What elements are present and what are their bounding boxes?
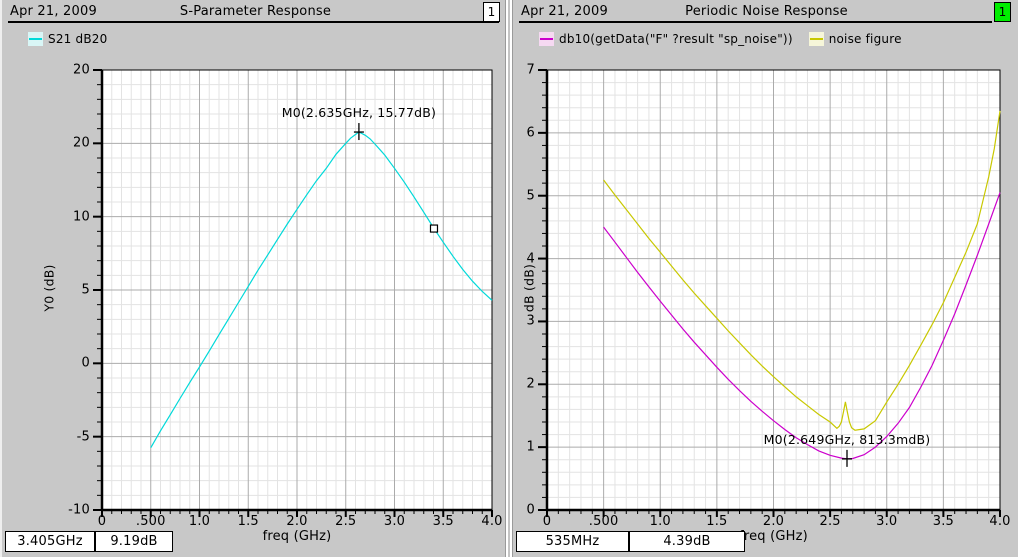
x-axis-title: freq (GHz) bbox=[262, 529, 332, 544]
x-tick-label: 0 bbox=[97, 514, 107, 529]
x-tick-label: 3.5 bbox=[432, 514, 454, 529]
page-title: Periodic Noise Response bbox=[685, 4, 848, 19]
y-tick-label: 0 bbox=[81, 355, 90, 371]
x-tick-label: 2.5 bbox=[819, 514, 841, 529]
header-date: Apr 21, 2009 bbox=[521, 4, 608, 19]
cursor-x-readout: 3.405GHz bbox=[5, 531, 95, 552]
y-tick-label: 20 bbox=[73, 62, 90, 78]
legend-item-s21[interactable]: S21 dB20 bbox=[28, 32, 107, 46]
marker-m0-label[interactable]: M0(2.635GHz, 15.77dB) bbox=[281, 105, 437, 121]
y-tick-label: -5 bbox=[76, 429, 90, 445]
plot-area[interactable] bbox=[2, 0, 507, 557]
y-tick-label: 10 bbox=[73, 209, 90, 225]
cursor-y-readout: 9.19dB bbox=[95, 531, 173, 552]
legend: db10(getData("F" ?result "sp_noise")) no… bbox=[539, 32, 902, 46]
x-tick-label: 1.5 bbox=[237, 514, 259, 529]
legend-label: S21 dB20 bbox=[48, 32, 108, 46]
x-tick-label: 1.0 bbox=[188, 514, 211, 529]
marker-m0-label[interactable]: M0(2.649GHz, 813.3mdB) bbox=[763, 431, 931, 447]
y-tick-label: 1 bbox=[526, 439, 535, 455]
cursor-x-readout: 535MHz bbox=[516, 531, 629, 552]
legend-item-noise-figure[interactable]: noise figure bbox=[808, 32, 902, 46]
page-number-badge[interactable]: 1 bbox=[994, 2, 1011, 22]
cursor-readout: 3.405GHz 9.19dB bbox=[5, 531, 173, 552]
x-tick-label: .500 bbox=[135, 514, 166, 529]
legend: S21 dB20 bbox=[28, 32, 107, 46]
x-tick-label: 1.0 bbox=[649, 514, 671, 529]
header-rule bbox=[519, 21, 992, 23]
x-tick-label: 2.0 bbox=[286, 514, 308, 529]
y-tick-label: 6 bbox=[526, 125, 535, 141]
legend-label: db10(getData("F" ?result "sp_noise")) bbox=[559, 32, 793, 46]
y-tick-label: 4 bbox=[526, 251, 535, 267]
legend-item-db10[interactable]: db10(getData("F" ?result "sp_noise")) bbox=[539, 32, 793, 46]
legend-label: noise figure bbox=[828, 32, 902, 46]
plot-area[interactable] bbox=[513, 0, 1018, 557]
header-date: Apr 21, 2009 bbox=[10, 4, 97, 19]
trace-swatch-icon bbox=[539, 32, 554, 46]
x-tick-label: 1.5 bbox=[706, 514, 728, 529]
cursor-readout: 535MHz 4.39dB bbox=[516, 531, 745, 552]
page-number-badge[interactable]: 1 bbox=[483, 2, 500, 22]
pnoise-header: Apr 21, 2009 Periodic Noise Response 1 bbox=[521, 2, 1012, 22]
y-tick-label: 7 bbox=[526, 62, 535, 78]
trace-swatch-icon bbox=[28, 32, 43, 46]
y-tick-label: 3 bbox=[526, 313, 535, 329]
page-title: S-Parameter Response bbox=[179, 4, 332, 19]
y-tick-label: -10 bbox=[68, 502, 90, 518]
x-tick-label: .500 bbox=[588, 514, 619, 529]
x-tick-label: 2.0 bbox=[762, 514, 785, 529]
window-divider bbox=[505, 0, 513, 557]
y-tick-label: 0 bbox=[526, 502, 535, 518]
trace-swatch-icon bbox=[808, 32, 824, 46]
x-tick-label: 4.0 bbox=[481, 514, 503, 529]
x-tick-label: 3.0 bbox=[876, 514, 898, 529]
y-tick-label: 5 bbox=[81, 282, 90, 298]
sparam-window: Apr 21, 2009 S-Parameter Response 1 S21 … bbox=[0, 0, 507, 557]
x-tick-label: 0 bbox=[542, 514, 552, 529]
x-tick-label: 3.0 bbox=[383, 514, 406, 529]
x-tick-label: 2.5 bbox=[335, 514, 357, 529]
pnoise-window: Apr 21, 2009 Periodic Noise Response 1 d… bbox=[513, 0, 1018, 557]
cursor-y-readout: 4.39dB bbox=[629, 531, 745, 552]
y-tick-label: 2 bbox=[526, 376, 535, 392]
sparam-header: Apr 21, 2009 S-Parameter Response 1 bbox=[10, 2, 501, 22]
y-tick-label: 5 bbox=[526, 188, 535, 204]
x-tick-label: 4.0 bbox=[989, 514, 1011, 529]
header-rule bbox=[8, 21, 499, 23]
y-tick-label: 20 bbox=[73, 135, 90, 151]
x-axis-title: freq (GHz) bbox=[739, 529, 808, 544]
x-tick-label: 3.5 bbox=[932, 514, 955, 529]
